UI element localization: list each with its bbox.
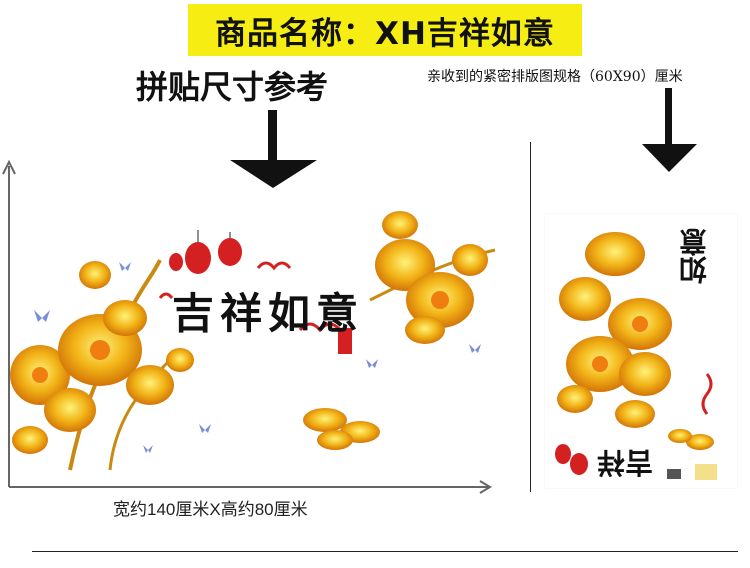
calligraphy-sheet-upper: 如意 bbox=[678, 228, 711, 284]
product-name-banner: 商品名称：XH吉祥如意 bbox=[188, 4, 582, 56]
butterflies bbox=[34, 262, 481, 453]
red-clouds bbox=[158, 261, 342, 333]
arrow-down-icon-right bbox=[642, 88, 697, 172]
reference-title: 拼贴尺寸参考 bbox=[136, 68, 329, 106]
calligraphy-main: 吉祥如意 bbox=[172, 289, 365, 338]
bottom-divider bbox=[32, 551, 738, 552]
peony-cluster-left bbox=[10, 259, 194, 471]
product-name: 商品名称：XH吉祥如意 bbox=[215, 15, 555, 52]
calligraphy-sheet-lower: 吉祥 bbox=[597, 446, 654, 479]
vertical-divider bbox=[530, 142, 531, 492]
red-lanterns bbox=[169, 230, 242, 274]
assembled-decal-artwork bbox=[10, 211, 496, 471]
red-seal bbox=[338, 328, 352, 354]
sticker-sheet: 如意 吉祥 bbox=[545, 214, 737, 488]
arrow-down-icon bbox=[230, 110, 317, 188]
sticker-sheet-artwork bbox=[555, 232, 717, 480]
sheet-spec-note: 亲收到的紧密排版图规格（60X90）厘米 bbox=[427, 69, 683, 85]
size-label: 宽约140厘米X高约80厘米 bbox=[113, 500, 308, 519]
gold-ingots bbox=[303, 408, 380, 450]
peony-cluster-right bbox=[369, 211, 496, 344]
